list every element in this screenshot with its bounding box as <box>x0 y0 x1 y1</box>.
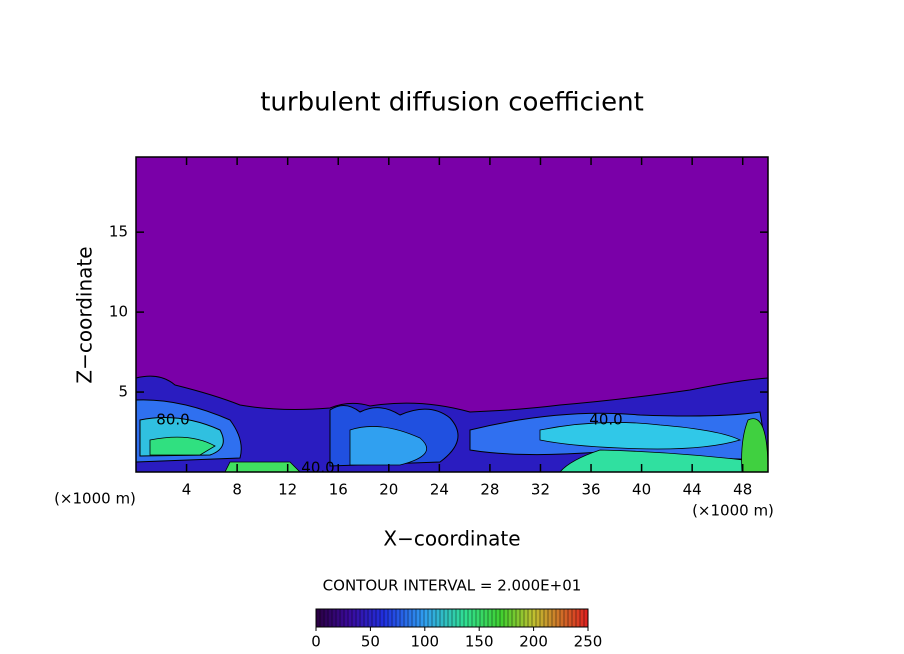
chart-title: turbulent diffusion coefficient <box>260 88 644 118</box>
colorbar-tick-label: 50 <box>361 633 380 651</box>
colorbar-frame <box>315 608 589 628</box>
x-tick-label: 28 <box>480 481 499 499</box>
plot-frame <box>135 156 769 473</box>
colorbar-stripes <box>319 609 585 627</box>
x-axis-label: X−coordinate <box>383 527 520 551</box>
y-tick-label: 15 <box>109 223 128 241</box>
x-tick-label: 16 <box>329 481 348 499</box>
x-tick-label: 40 <box>632 481 651 499</box>
x-tick-label: 4 <box>182 481 192 499</box>
y-tick-label: 10 <box>109 303 128 321</box>
x-tick-label: 32 <box>531 481 550 499</box>
colorbar-label: CONTOUR INTERVAL = 2.000E+01 <box>323 577 582 595</box>
x-tick-label: 20 <box>379 481 398 499</box>
colorbar-tick-label: 100 <box>410 633 439 651</box>
colorbar-tick-label: 200 <box>519 633 548 651</box>
contour-label: 40.0 <box>301 459 334 477</box>
x-tick-label: 48 <box>733 481 752 499</box>
colorbar-tick-label: 150 <box>465 633 494 651</box>
contour-field <box>136 157 768 472</box>
contour-label: 80.0 <box>156 411 189 429</box>
x-tick-label: 12 <box>278 481 297 499</box>
colorbar-tick-label: 250 <box>574 633 603 651</box>
x-tick-label: 36 <box>581 481 600 499</box>
x-tick-label: 8 <box>232 481 242 499</box>
y-tick-label: 5 <box>118 383 128 401</box>
y-axis-label: Z−coordinate <box>73 246 97 383</box>
colorbar-tick-label: 0 <box>311 633 321 651</box>
x-unit: (×1000 m) <box>54 490 136 508</box>
x-tick-label: 44 <box>683 481 702 499</box>
x-tick-label: 24 <box>430 481 449 499</box>
contour-label: 40.0 <box>589 411 622 429</box>
x-unit: (×1000 m) <box>692 502 774 520</box>
